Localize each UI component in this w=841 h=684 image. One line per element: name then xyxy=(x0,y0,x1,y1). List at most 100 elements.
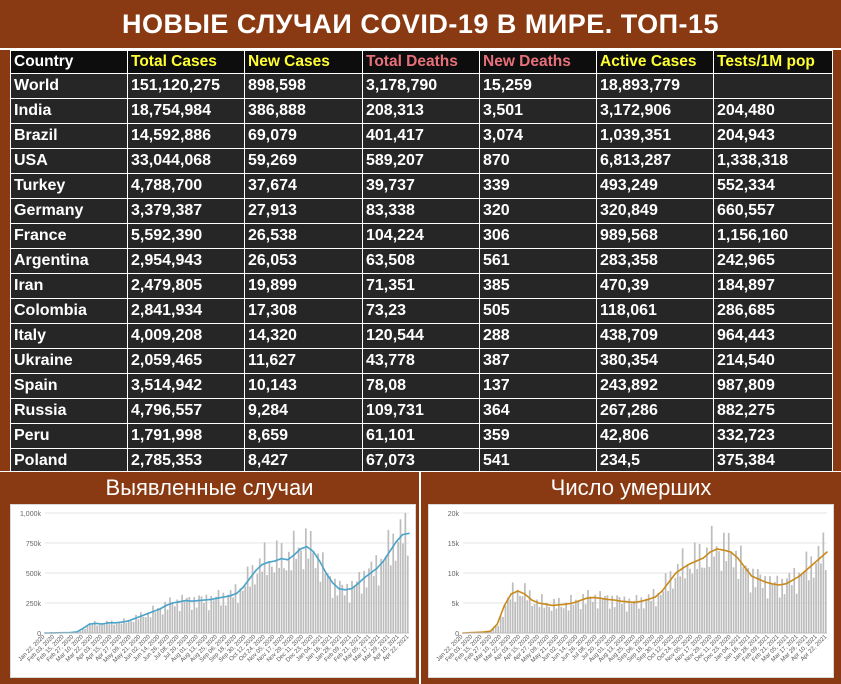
daily-bar xyxy=(239,588,242,633)
series-point xyxy=(280,557,283,560)
cell-new-cases: 898,598 xyxy=(244,73,363,99)
cell-total-deaths: 83,338 xyxy=(362,198,480,224)
daily-bar xyxy=(142,616,145,633)
table-row: Peru 1,791,998 8,659 61,101 359 42,806 332,723 xyxy=(10,423,833,449)
cell-active-cases: 234,5 xyxy=(596,448,714,474)
table-row: Turkey 4,788,700 37,674 39,737 339 493,249 552… xyxy=(10,173,833,199)
daily-bar xyxy=(193,597,196,633)
daily-bar xyxy=(399,519,402,633)
daily-bar xyxy=(628,598,631,633)
series-point xyxy=(395,541,398,543)
daily-bar xyxy=(788,572,791,633)
series-point xyxy=(544,603,547,605)
daily-bar xyxy=(324,573,327,633)
daily-bar xyxy=(577,601,580,633)
cell-new-deaths: 15,259 xyxy=(479,73,597,99)
cell-active-cases: 493,249 xyxy=(596,173,714,199)
daily-bar xyxy=(640,597,643,633)
cell-new-cases: 26,538 xyxy=(244,223,363,249)
cell-country: Turkey xyxy=(10,173,128,199)
daily-bar xyxy=(217,590,220,633)
cell-country: Spain xyxy=(10,373,128,399)
cell-total-cases: 18,754,984 xyxy=(127,98,245,124)
daily-bar xyxy=(798,572,800,633)
daily-bar xyxy=(657,592,660,633)
series-point xyxy=(730,551,732,553)
cell-total-cases: 3,379,387 xyxy=(127,198,245,224)
series-point xyxy=(688,563,691,565)
daily-bar xyxy=(686,564,689,633)
series-point xyxy=(369,572,372,574)
daily-bar xyxy=(562,608,565,633)
daily-bar xyxy=(567,610,570,633)
cell-country: World xyxy=(10,73,128,99)
daily-bar xyxy=(756,569,759,633)
series-point xyxy=(489,630,492,632)
daily-bar xyxy=(812,577,815,633)
header-country: Country xyxy=(10,50,128,74)
cell-new-cases: 386,888 xyxy=(244,98,363,124)
daily-bar xyxy=(110,620,113,633)
series-point xyxy=(826,551,828,553)
daily-bar xyxy=(681,548,684,633)
daily-bar xyxy=(727,533,730,633)
daily-bar xyxy=(679,576,682,633)
daily-bar xyxy=(672,588,674,633)
cell-country: India xyxy=(10,98,128,124)
cell-total-cases: 3,514,942 xyxy=(127,373,245,399)
cell-country: Peru xyxy=(10,423,128,449)
cell-new-deaths: 385 xyxy=(479,273,597,299)
daily-bar xyxy=(536,599,538,633)
series-point xyxy=(647,598,650,601)
daily-bar xyxy=(292,530,295,633)
table-row: Germany 3,379,387 27,913 83,338 320 320,849 66… xyxy=(10,198,833,224)
cell-total-cases: 4,788,700 xyxy=(127,173,245,199)
daily-bar xyxy=(392,533,395,633)
series-point xyxy=(261,563,263,566)
series-point xyxy=(510,593,512,595)
cell-country: Argentina xyxy=(10,248,128,274)
daily-bar xyxy=(555,608,558,633)
table-row: World 151,120,275 898,598 3,178,790 15,259 18… xyxy=(10,73,833,99)
series-point xyxy=(178,601,180,603)
series-point xyxy=(82,627,85,629)
series-point xyxy=(736,557,739,559)
daily-bar xyxy=(118,621,120,633)
daily-bar xyxy=(710,525,713,633)
cell-total-deaths: 71,351 xyxy=(362,273,480,299)
cell-tests-per-million: 184,897 xyxy=(713,273,833,299)
series-point xyxy=(668,581,670,583)
cell-total-cases: 4,009,208 xyxy=(127,323,245,349)
daily-bar xyxy=(210,595,213,633)
daily-bar xyxy=(521,596,524,633)
daily-bar xyxy=(759,574,762,633)
daily-bar xyxy=(698,543,701,633)
cases-chart-title: Выявленные случаи xyxy=(0,472,419,504)
daily-bar xyxy=(611,595,614,633)
daily-bar xyxy=(198,595,200,633)
cell-country: Ukraine xyxy=(10,348,128,374)
daily-bar xyxy=(266,575,268,633)
daily-bar xyxy=(492,629,495,633)
series-point xyxy=(306,545,308,548)
daily-bar xyxy=(737,578,740,633)
table-row: Spain 3,514,942 10,143 78,08 137 243,892 987,8… xyxy=(10,373,833,399)
daily-bar xyxy=(822,532,825,633)
series-point xyxy=(229,595,231,597)
series-point xyxy=(191,600,193,602)
daily-bar xyxy=(793,567,796,633)
daily-bar xyxy=(89,623,91,633)
table-row: Brazil 14,592,886 69,079 401,417 3,074 1,039,… xyxy=(10,123,833,149)
daily-bar xyxy=(86,626,89,633)
table-row: Argentina 2,954,943 26,053 63,508 561 283,358… xyxy=(10,248,833,274)
series-point xyxy=(530,599,533,601)
daily-bar xyxy=(365,587,368,633)
daily-bar xyxy=(171,602,174,633)
covid-table-grid: Country Total Cases New Cases Total Deat… xyxy=(10,50,833,474)
series-point xyxy=(702,557,705,559)
series-point xyxy=(496,623,499,625)
cell-new-cases: 8,659 xyxy=(244,423,363,449)
cell-tests-per-million: 1,156,160 xyxy=(713,223,833,249)
daily-bar xyxy=(550,610,553,633)
